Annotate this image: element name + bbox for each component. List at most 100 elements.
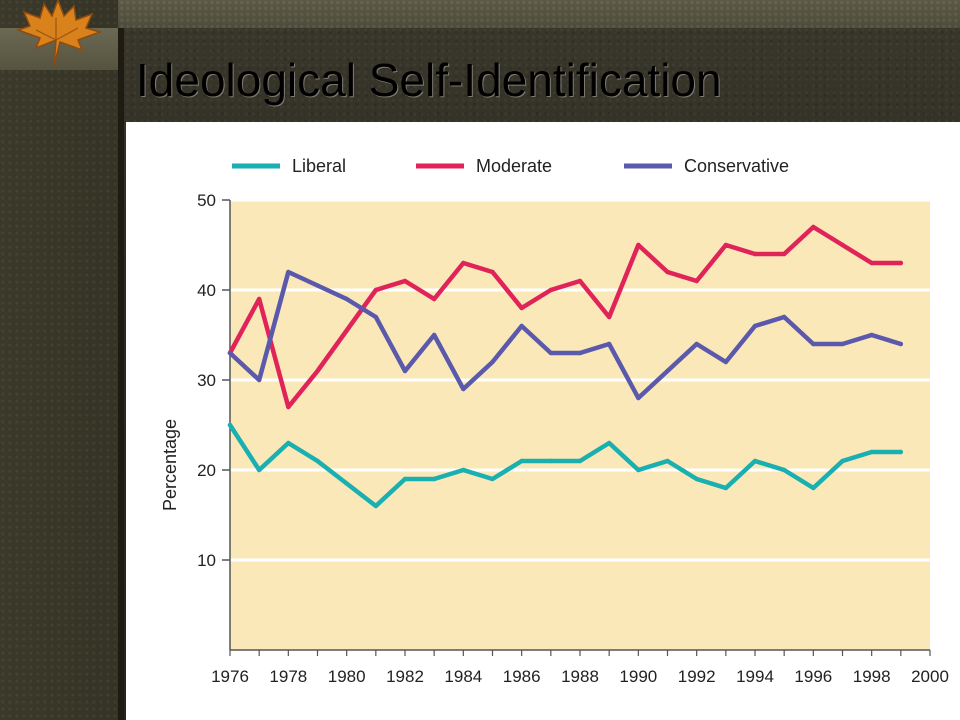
data-point-moderate <box>694 278 699 284</box>
maple-leaf-icon <box>15 0 103 67</box>
data-point-conservative <box>227 350 233 356</box>
x-tick-label: 1978 <box>269 667 307 686</box>
data-point-moderate <box>577 278 583 284</box>
data-point-conservative <box>315 283 320 288</box>
series-line-liberal <box>227 422 904 509</box>
data-point-liberal <box>431 476 437 482</box>
data-point-moderate <box>256 296 262 302</box>
data-point-liberal <box>519 458 524 464</box>
data-point-liberal <box>781 467 787 473</box>
x-tick-label: 1990 <box>619 667 657 686</box>
data-point-moderate <box>665 269 670 275</box>
data-point-conservative <box>431 332 437 338</box>
legend-label-liberal: Liberal <box>292 156 346 176</box>
data-point-liberal <box>286 440 291 446</box>
data-point-moderate <box>723 242 729 248</box>
legend-label-moderate: Moderate <box>476 156 552 176</box>
data-point-liberal <box>256 467 262 473</box>
x-tick-label: 1984 <box>444 667 482 686</box>
data-point-moderate <box>606 314 612 320</box>
data-point-conservative <box>344 296 349 302</box>
data-point-liberal <box>227 422 233 428</box>
data-point-conservative <box>490 359 495 365</box>
series-line-conservative <box>227 269 904 401</box>
data-point-liberal <box>577 458 583 464</box>
data-point-liberal <box>402 476 408 482</box>
data-point-liberal <box>606 440 612 446</box>
y-tick-label: 30 <box>197 371 216 390</box>
data-point-moderate <box>781 251 787 257</box>
data-point-conservative <box>723 359 729 365</box>
data-point-moderate <box>548 287 554 293</box>
x-tick-label: 1982 <box>386 667 424 686</box>
data-point-moderate <box>286 404 291 410</box>
data-point-conservative <box>636 395 641 401</box>
data-point-moderate <box>373 287 379 293</box>
data-point-moderate <box>840 242 845 248</box>
data-point-moderate <box>811 224 816 230</box>
top-band <box>0 0 960 28</box>
data-point-conservative <box>665 368 670 374</box>
data-point-moderate <box>752 251 758 257</box>
x-tick-label: 1994 <box>736 667 774 686</box>
data-point-liberal <box>344 481 349 486</box>
slide-title: Ideological Self-Identification <box>136 54 722 106</box>
legend-label-conservative: Conservative <box>684 156 789 176</box>
x-tick-label: 1986 <box>503 667 541 686</box>
data-point-liberal <box>490 476 495 482</box>
data-point-conservative <box>606 341 612 347</box>
data-point-conservative <box>898 341 904 347</box>
data-point-moderate <box>490 269 495 275</box>
x-tick-label: 1998 <box>853 667 891 686</box>
data-point-conservative <box>548 350 554 356</box>
data-point-conservative <box>519 323 524 329</box>
data-point-conservative <box>373 314 379 320</box>
data-point-liberal <box>694 476 699 482</box>
data-point-liberal <box>373 503 379 509</box>
data-point-moderate <box>315 368 320 374</box>
data-point-liberal <box>752 458 758 464</box>
y-tick-label: 50 <box>197 191 216 210</box>
data-point-liberal <box>665 458 670 464</box>
data-point-conservative <box>694 341 699 347</box>
x-tick-label: 1976 <box>211 667 249 686</box>
data-point-conservative <box>752 323 758 329</box>
x-tick-label: 1992 <box>678 667 716 686</box>
data-point-conservative <box>402 368 408 374</box>
y-axis-label: Percentage <box>160 419 180 511</box>
data-point-liberal <box>315 458 320 464</box>
data-point-liberal <box>461 467 466 473</box>
data-point-moderate <box>519 305 524 311</box>
data-point-liberal <box>548 458 554 464</box>
data-point-conservative <box>840 341 845 347</box>
data-point-conservative <box>781 314 787 320</box>
data-point-conservative <box>461 386 466 392</box>
data-point-conservative <box>869 332 874 338</box>
data-point-moderate <box>461 260 466 266</box>
data-point-conservative <box>256 377 262 383</box>
data-point-moderate <box>344 328 349 333</box>
line-chart: 10 20 30 40 50 1976 1978 1980 1982 1984 1986 1988 19… <box>160 156 949 686</box>
data-point-moderate <box>636 242 641 248</box>
x-tick-label: 1988 <box>561 667 599 686</box>
x-tick-label: 2000 <box>911 667 949 686</box>
data-point-liberal <box>869 449 874 455</box>
data-point-liberal <box>898 449 904 455</box>
y-tick-label: 20 <box>197 461 216 480</box>
data-point-conservative <box>577 350 583 356</box>
data-point-liberal <box>840 458 845 464</box>
chart-panel: 10 20 30 40 50 1976 1978 1980 1982 1984 1986 1988 19… <box>126 122 960 720</box>
data-point-conservative <box>811 341 816 347</box>
x-tick-label: 1980 <box>328 667 366 686</box>
plot-area <box>230 200 930 650</box>
data-point-moderate <box>402 278 408 284</box>
x-tick-label: 1996 <box>794 667 832 686</box>
left-band <box>0 0 118 720</box>
data-point-liberal <box>811 485 816 491</box>
accent-stripe <box>118 28 124 720</box>
data-point-liberal <box>723 485 729 491</box>
data-point-moderate <box>869 260 874 266</box>
data-point-moderate <box>898 260 904 266</box>
data-point-moderate <box>431 296 437 302</box>
data-point-conservative <box>286 269 291 275</box>
